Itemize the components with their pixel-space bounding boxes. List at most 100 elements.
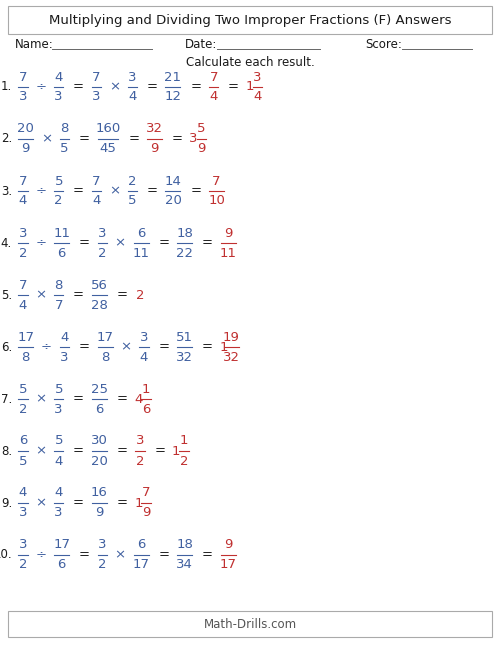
Text: 1: 1: [180, 435, 188, 448]
Text: =: =: [116, 496, 128, 509]
Text: 5: 5: [197, 122, 205, 135]
Text: 3: 3: [54, 91, 63, 104]
Text: 10.: 10.: [0, 549, 12, 562]
Text: 3: 3: [18, 226, 27, 239]
Text: ×: ×: [35, 393, 46, 406]
Text: 4: 4: [134, 393, 142, 406]
Text: 9: 9: [95, 507, 104, 520]
Text: 19: 19: [223, 331, 240, 344]
Text: 3: 3: [18, 91, 27, 104]
Text: 3: 3: [98, 226, 106, 239]
Text: ×: ×: [109, 80, 120, 94]
Text: 2: 2: [18, 247, 27, 259]
Text: 4: 4: [54, 71, 63, 83]
Text: 4: 4: [18, 195, 27, 208]
Text: 22: 22: [176, 247, 193, 259]
Text: =: =: [73, 496, 84, 509]
Text: 4: 4: [60, 331, 68, 344]
Text: Math-Drills.com: Math-Drills.com: [204, 617, 296, 630]
Text: ×: ×: [120, 340, 132, 353]
Text: 3: 3: [54, 402, 63, 415]
Text: =: =: [73, 289, 84, 302]
Text: 9: 9: [224, 538, 232, 551]
Text: 6: 6: [142, 402, 150, 415]
Text: 3: 3: [60, 351, 69, 364]
Text: 3: 3: [18, 538, 27, 551]
Text: 3.: 3.: [1, 184, 12, 197]
Text: 3: 3: [190, 133, 198, 146]
Text: =: =: [79, 133, 90, 146]
Text: 2: 2: [18, 558, 27, 571]
Text: =: =: [228, 80, 239, 94]
Text: =: =: [79, 340, 90, 353]
Text: 5: 5: [54, 175, 63, 188]
Text: =: =: [116, 393, 128, 406]
Text: ×: ×: [114, 549, 126, 562]
Text: 3: 3: [136, 435, 144, 448]
Text: 7: 7: [92, 71, 100, 83]
Text: 20: 20: [18, 122, 34, 135]
Text: 1.: 1.: [1, 80, 12, 94]
Text: 1: 1: [172, 444, 180, 457]
Text: 2: 2: [54, 195, 63, 208]
Text: Score:: Score:: [365, 39, 402, 52]
Text: 3: 3: [140, 331, 148, 344]
Text: 17: 17: [132, 558, 150, 571]
Text: 1: 1: [220, 340, 228, 353]
Text: 20: 20: [164, 195, 182, 208]
Text: ÷: ÷: [36, 184, 46, 197]
Text: 4.: 4.: [1, 237, 12, 250]
Text: 30: 30: [91, 435, 108, 448]
Text: 4: 4: [18, 298, 27, 311]
Text: 17: 17: [220, 558, 236, 571]
Text: 17: 17: [53, 538, 70, 551]
Text: 17: 17: [18, 331, 34, 344]
Text: 11: 11: [132, 247, 150, 259]
Text: 34: 34: [176, 558, 193, 571]
Text: 9: 9: [150, 142, 159, 155]
Text: 32: 32: [146, 122, 163, 135]
Text: 11: 11: [53, 226, 70, 239]
Text: ×: ×: [35, 289, 46, 302]
Text: 8: 8: [22, 351, 30, 364]
Text: 9: 9: [224, 226, 232, 239]
Text: Name:: Name:: [15, 39, 54, 52]
Text: ÷: ÷: [36, 549, 46, 562]
Text: 5: 5: [128, 195, 136, 208]
Text: 1: 1: [142, 382, 150, 395]
Text: 6: 6: [137, 538, 145, 551]
Text: 2.: 2.: [1, 133, 12, 146]
Text: =: =: [190, 184, 202, 197]
Text: 7: 7: [18, 175, 27, 188]
Text: 5: 5: [54, 435, 63, 448]
FancyBboxPatch shape: [8, 611, 492, 637]
Text: 9: 9: [197, 142, 205, 155]
Text: ÷: ÷: [41, 340, 52, 353]
Text: =: =: [73, 184, 84, 197]
Text: Multiplying and Dividing Two Improper Fractions (F) Answers: Multiplying and Dividing Two Improper Fr…: [49, 14, 451, 27]
Text: 7: 7: [142, 487, 150, 499]
Text: 51: 51: [176, 331, 193, 344]
Text: 2: 2: [18, 402, 27, 415]
Text: 3: 3: [128, 71, 136, 83]
Text: 2: 2: [136, 289, 144, 302]
Text: 11: 11: [220, 247, 236, 259]
Text: =: =: [202, 340, 213, 353]
Text: 56: 56: [91, 278, 108, 292]
Text: 32: 32: [223, 351, 240, 364]
Text: =: =: [158, 340, 170, 353]
Text: 14: 14: [164, 175, 182, 188]
Text: 9: 9: [142, 507, 150, 520]
Text: 5: 5: [18, 382, 27, 395]
Text: 10: 10: [208, 195, 225, 208]
Text: ×: ×: [35, 496, 46, 509]
Text: 2: 2: [128, 175, 136, 188]
Text: 20: 20: [91, 454, 108, 468]
Text: 5: 5: [60, 142, 69, 155]
Text: ×: ×: [41, 133, 52, 146]
Text: 3: 3: [54, 507, 63, 520]
Text: ÷: ÷: [36, 80, 46, 94]
Text: =: =: [202, 549, 213, 562]
Text: 1: 1: [134, 496, 142, 509]
Text: =: =: [73, 393, 84, 406]
